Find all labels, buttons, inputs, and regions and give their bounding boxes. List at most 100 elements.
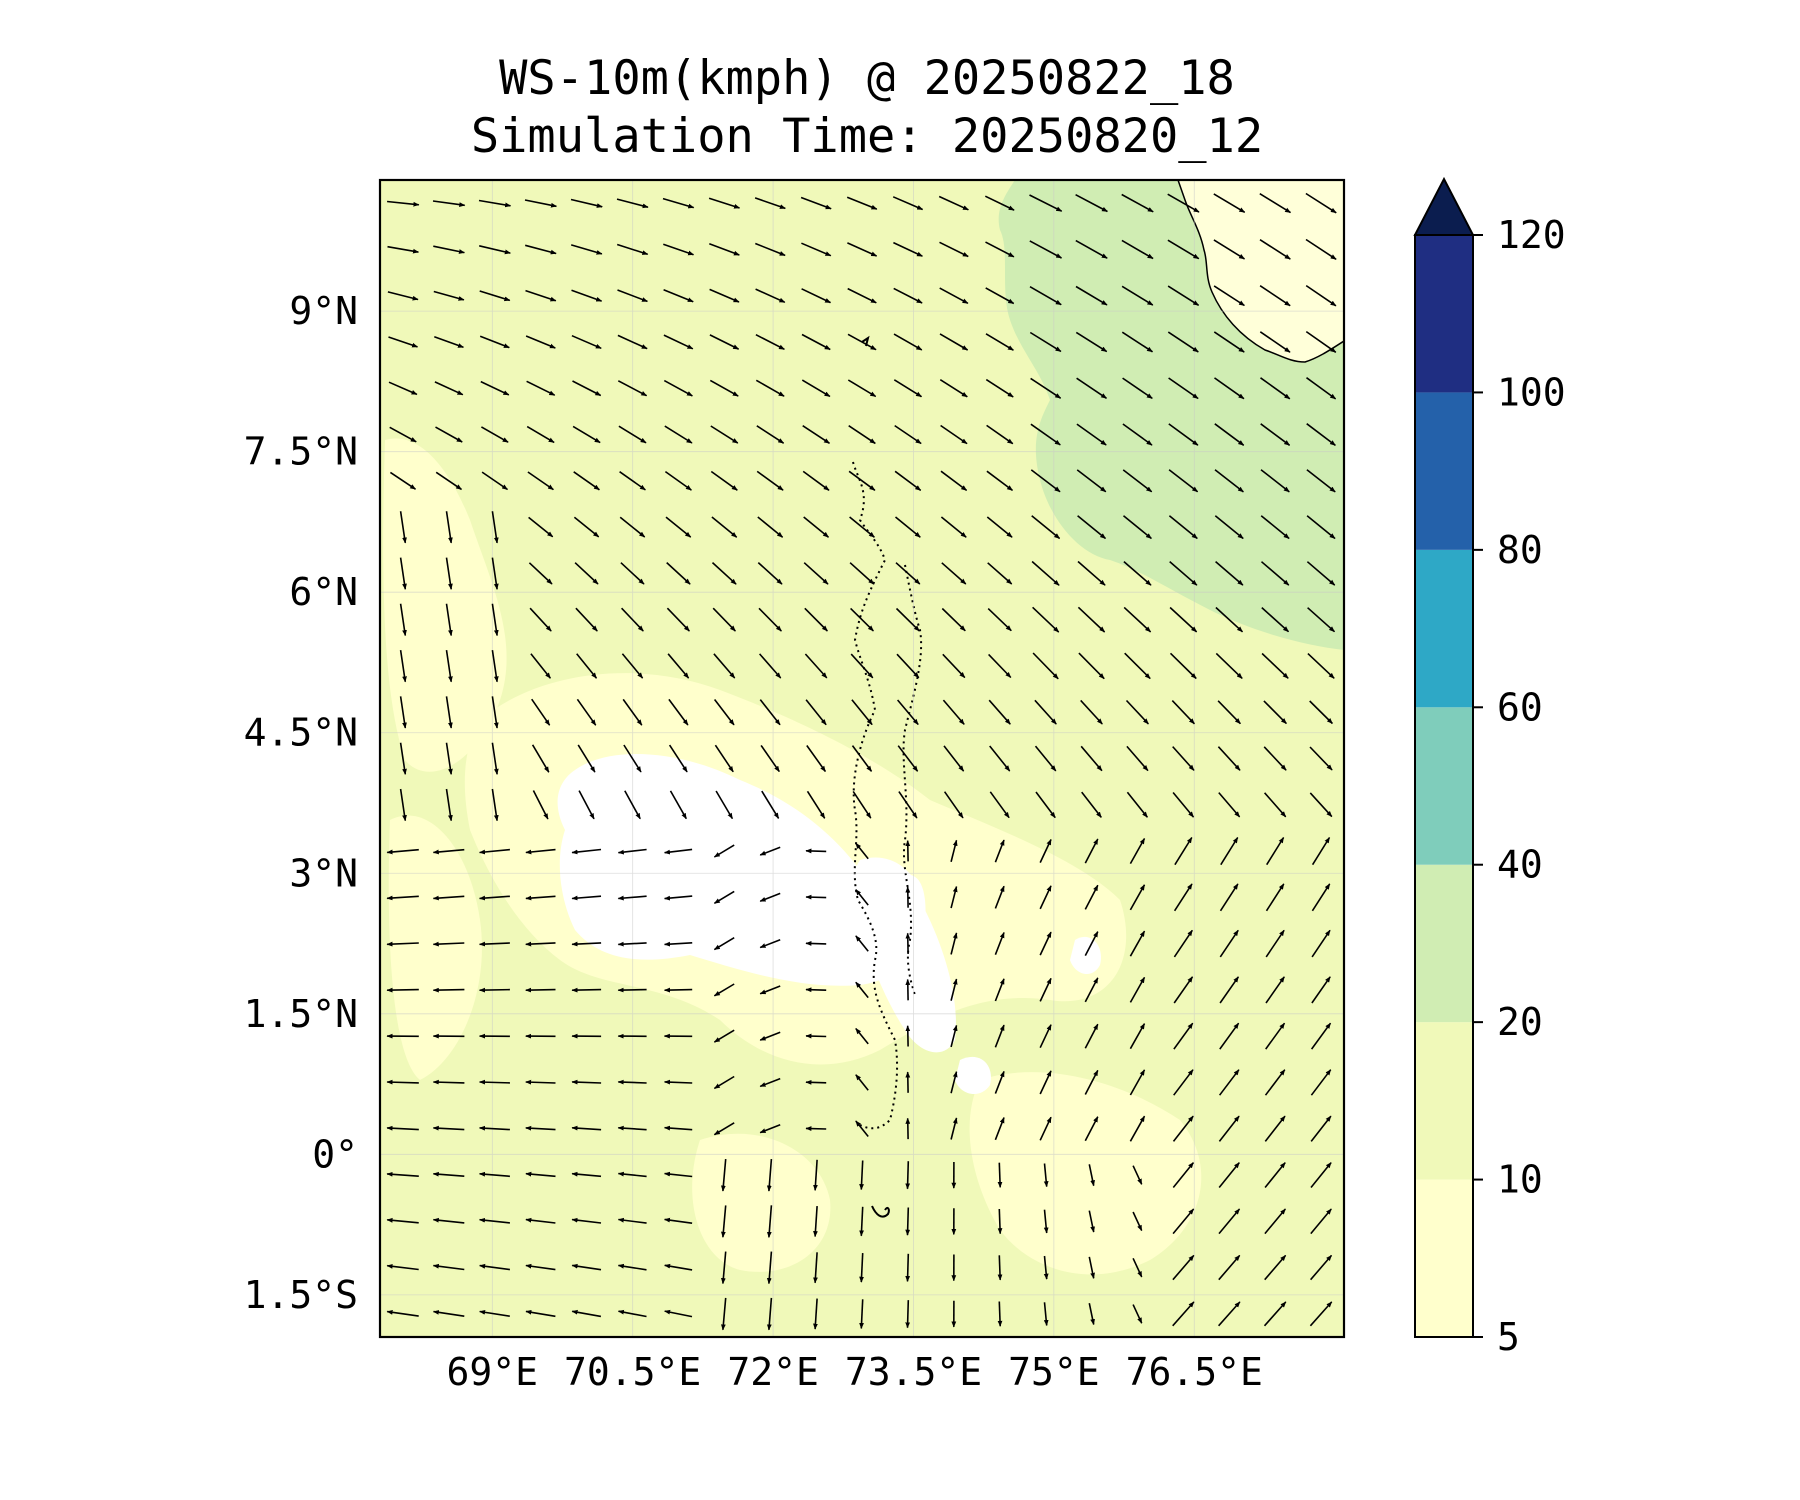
wind-vector-93 bbox=[801, 379, 831, 398]
wind-vector-126 bbox=[389, 471, 416, 490]
wind-vector-419 bbox=[1310, 1069, 1332, 1096]
wind-vector-306 bbox=[950, 839, 958, 862]
wind-vector-450 bbox=[813, 1159, 818, 1191]
x-axis-ticks: 69°E 70.5°E 72°E 73.5°E 75°E 76.5°E bbox=[447, 1350, 1263, 1394]
wind-vector-60 bbox=[1213, 285, 1245, 307]
wind-vector-164 bbox=[1168, 515, 1198, 540]
wind-vector-176 bbox=[757, 562, 783, 585]
wind-vector-414 bbox=[1084, 1069, 1099, 1095]
title-line-1: WS-10m(kmph) @ 20250822_18 bbox=[499, 51, 1235, 106]
colorbar-tick-label: 60 bbox=[1497, 685, 1543, 729]
wind-vector-186 bbox=[1215, 560, 1244, 586]
wind-vector-7 bbox=[708, 197, 741, 209]
wind-vector-351 bbox=[1084, 931, 1099, 956]
wind-vector-71 bbox=[755, 333, 785, 351]
x-tick-label: 75°E bbox=[1008, 1350, 1100, 1394]
wind-vector-457 bbox=[1132, 1165, 1143, 1185]
wind-vector-492 bbox=[813, 1252, 818, 1284]
wind-vector-443 bbox=[479, 1171, 510, 1178]
wind-vector-241 bbox=[851, 699, 873, 726]
wind-vector-140 bbox=[1030, 469, 1061, 493]
wind-vector-286 bbox=[989, 791, 1010, 819]
wind-vector-367 bbox=[855, 981, 869, 999]
wind-vector-118 bbox=[986, 424, 1014, 445]
wind-vector-312 bbox=[1220, 836, 1239, 866]
wind-vector-418 bbox=[1264, 1069, 1286, 1096]
wind-vector-58 bbox=[1121, 285, 1154, 306]
wind-vector-6 bbox=[662, 197, 695, 209]
wind-vector-315 bbox=[386, 895, 419, 901]
wind-vector-0 bbox=[387, 200, 420, 207]
wind-vector-488 bbox=[617, 1263, 647, 1271]
wind-vector-190 bbox=[445, 603, 453, 637]
wind-vector-440 bbox=[1310, 1115, 1332, 1142]
wind-vector-509 bbox=[617, 1309, 647, 1318]
wind-vector-515 bbox=[905, 1300, 911, 1329]
y-tick-label: 1.5°N bbox=[244, 992, 358, 1036]
wind-vector-275 bbox=[491, 788, 499, 822]
wind-vector-427 bbox=[713, 1122, 735, 1136]
wind-vector-204 bbox=[1077, 606, 1106, 633]
wind-vector-86 bbox=[480, 380, 510, 396]
wind-vector-263 bbox=[897, 745, 919, 772]
wind-vector-167 bbox=[1306, 515, 1336, 540]
wind-vector-454 bbox=[997, 1162, 1003, 1188]
wind-vector-469 bbox=[720, 1205, 727, 1238]
wind-vector-49 bbox=[709, 288, 740, 303]
wind-vector-73 bbox=[847, 333, 877, 351]
wind-vector-44 bbox=[479, 290, 511, 302]
map-area bbox=[380, 180, 1344, 1337]
wind-vector-35 bbox=[1029, 240, 1063, 259]
wind-vector-271 bbox=[1263, 746, 1287, 771]
wind-vector-473 bbox=[905, 1207, 911, 1236]
wind-vector-401 bbox=[479, 1079, 510, 1085]
wind-vector-11 bbox=[892, 196, 924, 211]
wind-vector-365 bbox=[759, 985, 781, 995]
x-tick-label: 70.5°E bbox=[564, 1350, 701, 1394]
wind-vector-178 bbox=[849, 562, 875, 585]
wind-vector-346 bbox=[855, 935, 869, 952]
wind-vector-283 bbox=[852, 790, 872, 819]
wind-vector-95 bbox=[893, 379, 923, 398]
colorbar-extend-arrow bbox=[1413, 176, 1475, 236]
wind-vector-243 bbox=[942, 699, 965, 725]
wind-vector-70 bbox=[709, 334, 740, 350]
wind-vector-285 bbox=[943, 791, 964, 819]
wind-vector-266 bbox=[1034, 745, 1057, 772]
wind-vector-364 bbox=[713, 983, 735, 997]
wind-vectors bbox=[386, 192, 1337, 1331]
y-tick-label: 3°N bbox=[289, 851, 358, 895]
wind-vector-139 bbox=[986, 470, 1013, 492]
wind-vector-256 bbox=[577, 744, 596, 773]
wind-vector-220 bbox=[850, 653, 874, 679]
x-tick-label: 73.5°E bbox=[845, 1350, 982, 1394]
wind-vector-462 bbox=[386, 1217, 419, 1224]
wind-vector-5 bbox=[616, 198, 649, 209]
wind-vector-122 bbox=[1168, 423, 1199, 446]
colorbar-segment-6 bbox=[1415, 235, 1473, 393]
wind-vector-322 bbox=[713, 890, 735, 904]
wind-vector-388 bbox=[855, 1027, 869, 1045]
wind-vector-282 bbox=[806, 790, 826, 819]
wind-vector-429 bbox=[805, 1126, 827, 1131]
wind-vector-144 bbox=[1214, 469, 1244, 493]
wind-vector-483 bbox=[386, 1263, 419, 1271]
wind-vector-444 bbox=[525, 1171, 556, 1178]
wind-vector-491 bbox=[766, 1251, 773, 1285]
wind-vector-90 bbox=[663, 379, 693, 397]
wind-vector-292 bbox=[1263, 792, 1287, 818]
wind-vector-66 bbox=[525, 335, 556, 349]
wind-vector-12 bbox=[938, 195, 969, 211]
wind-vector-504 bbox=[386, 1309, 419, 1317]
wind-vector-287 bbox=[1035, 791, 1056, 819]
wind-vector-234 bbox=[531, 698, 551, 726]
wind-vector-25 bbox=[570, 244, 603, 255]
wind-vector-407 bbox=[759, 1077, 781, 1088]
wind-vector-437 bbox=[1172, 1115, 1194, 1142]
wind-vector-210 bbox=[399, 649, 407, 683]
wind-vector-99 bbox=[1076, 377, 1107, 399]
wind-vector-518 bbox=[1043, 1302, 1049, 1326]
wind-vector-224 bbox=[1032, 652, 1059, 680]
wind-vector-97 bbox=[985, 378, 1014, 398]
wind-vector-321 bbox=[664, 895, 693, 901]
